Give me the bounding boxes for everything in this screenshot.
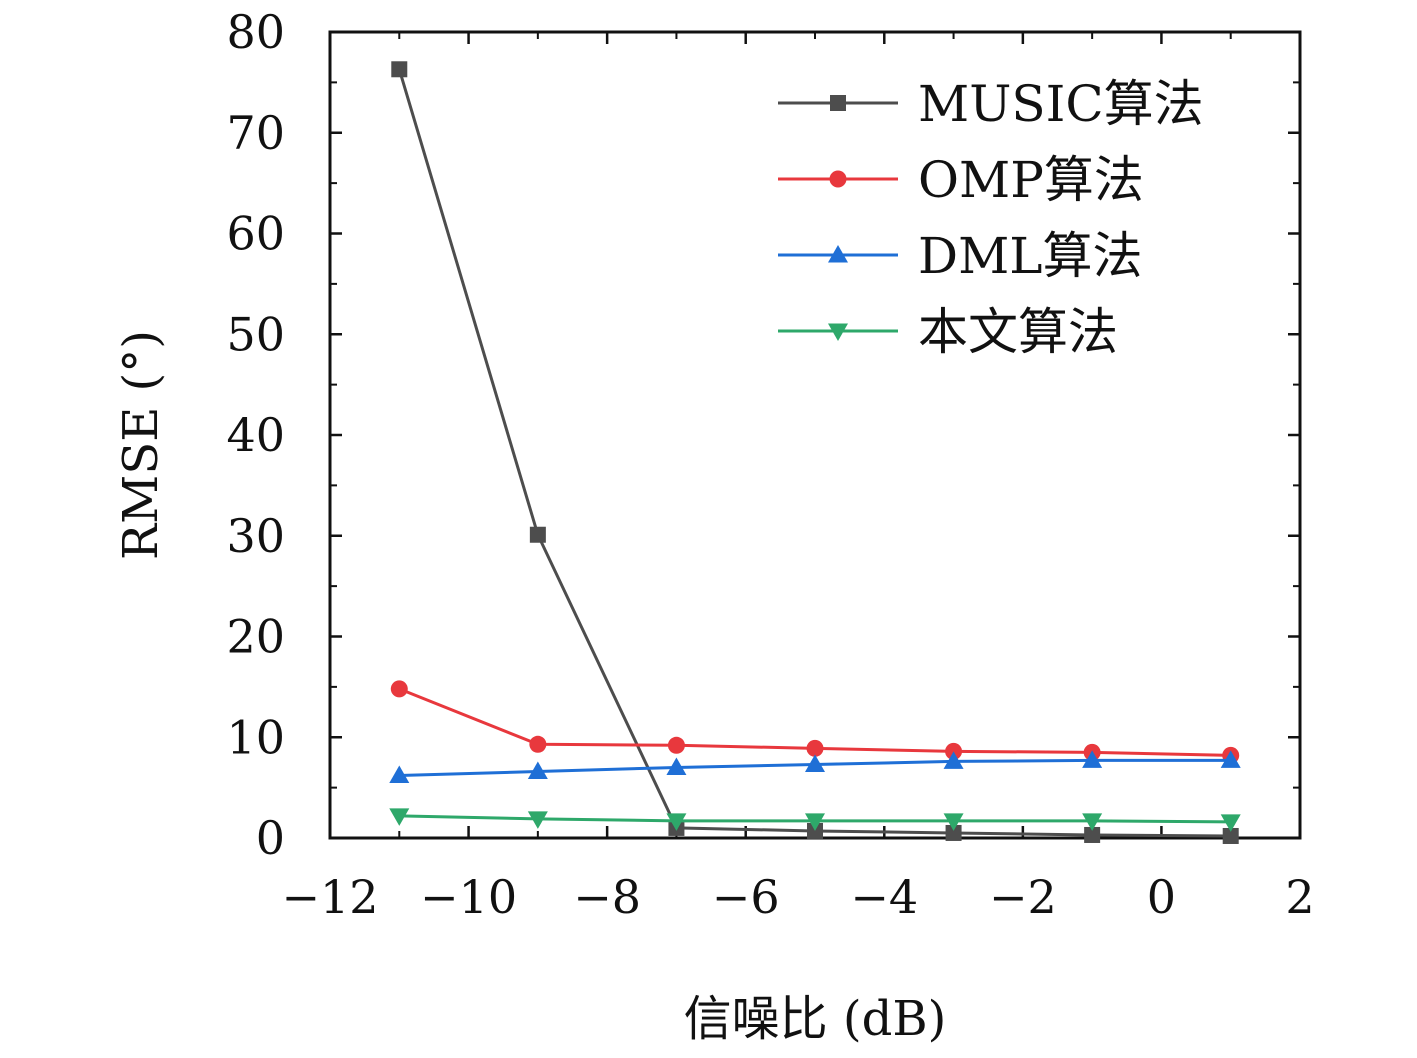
x-tick-label: −8 bbox=[573, 870, 641, 924]
data-point bbox=[805, 754, 825, 772]
data-point bbox=[666, 813, 687, 831]
legend-marker bbox=[830, 95, 846, 111]
data-point bbox=[527, 761, 548, 780]
data-point bbox=[529, 526, 546, 543]
legend-marker bbox=[829, 170, 847, 188]
y-tick-label: 80 bbox=[226, 5, 285, 59]
y-tick-label: 10 bbox=[226, 710, 285, 764]
data-point bbox=[943, 813, 964, 831]
data-point bbox=[527, 811, 548, 829]
y-tick-label: 30 bbox=[226, 509, 285, 563]
y-tick-label: 20 bbox=[226, 610, 285, 664]
y-tick-label: 0 bbox=[256, 811, 285, 865]
plot-frame bbox=[328, 30, 1302, 840]
data-point bbox=[666, 757, 687, 775]
series-4 bbox=[389, 808, 1241, 832]
data-point bbox=[1082, 813, 1103, 831]
x-tick-label: −6 bbox=[712, 870, 780, 924]
data-point bbox=[391, 61, 408, 78]
x-tick-label: −10 bbox=[420, 870, 517, 924]
data-point bbox=[389, 808, 410, 826]
legend-entry: DML算法 bbox=[778, 227, 1143, 285]
data-point bbox=[945, 742, 963, 760]
x-axis-label: 信噪比 (dB) bbox=[684, 991, 947, 1047]
series-1 bbox=[391, 61, 1239, 844]
data-point bbox=[529, 735, 547, 753]
data-point bbox=[1222, 827, 1239, 844]
y-tick-label: 60 bbox=[226, 207, 285, 261]
legend-entry: 本文算法 bbox=[778, 303, 1118, 361]
x-tick-label: 2 bbox=[1285, 870, 1314, 924]
data-point bbox=[1220, 814, 1241, 832]
data-point bbox=[667, 736, 685, 754]
data-point bbox=[945, 824, 962, 841]
data-point bbox=[943, 751, 964, 769]
legend-label: 本文算法 bbox=[918, 303, 1118, 361]
legend-label: MUSIC算法 bbox=[918, 75, 1204, 133]
x-tick-label: −4 bbox=[850, 870, 918, 924]
y-tick-label: 40 bbox=[226, 408, 285, 462]
data-point bbox=[390, 680, 408, 698]
series-3 bbox=[389, 750, 1241, 784]
legend-entry: OMP算法 bbox=[778, 151, 1144, 209]
y-tick-label: 70 bbox=[226, 106, 285, 160]
x-tick-label: −12 bbox=[281, 870, 378, 924]
y-axis-label: RMSE (°) bbox=[113, 330, 169, 560]
data-point bbox=[1082, 750, 1103, 768]
data-point bbox=[806, 739, 824, 757]
x-tick-label: 0 bbox=[1147, 870, 1176, 924]
legend-label: DML算法 bbox=[918, 227, 1143, 285]
data-point bbox=[805, 813, 825, 831]
legend-marker bbox=[828, 323, 848, 341]
legend-entry: MUSIC算法 bbox=[778, 75, 1204, 133]
series-2 bbox=[390, 680, 1240, 764]
legend-marker bbox=[828, 245, 848, 263]
data-point bbox=[389, 765, 410, 784]
y-tick-label: 50 bbox=[226, 307, 285, 361]
data-point bbox=[1220, 750, 1241, 768]
legend-label: OMP算法 bbox=[918, 151, 1144, 209]
series-lines bbox=[389, 61, 1241, 844]
data-point bbox=[807, 822, 823, 839]
x-tick-label: −2 bbox=[989, 870, 1057, 924]
axes bbox=[328, 30, 1302, 840]
data-point bbox=[1084, 826, 1101, 843]
